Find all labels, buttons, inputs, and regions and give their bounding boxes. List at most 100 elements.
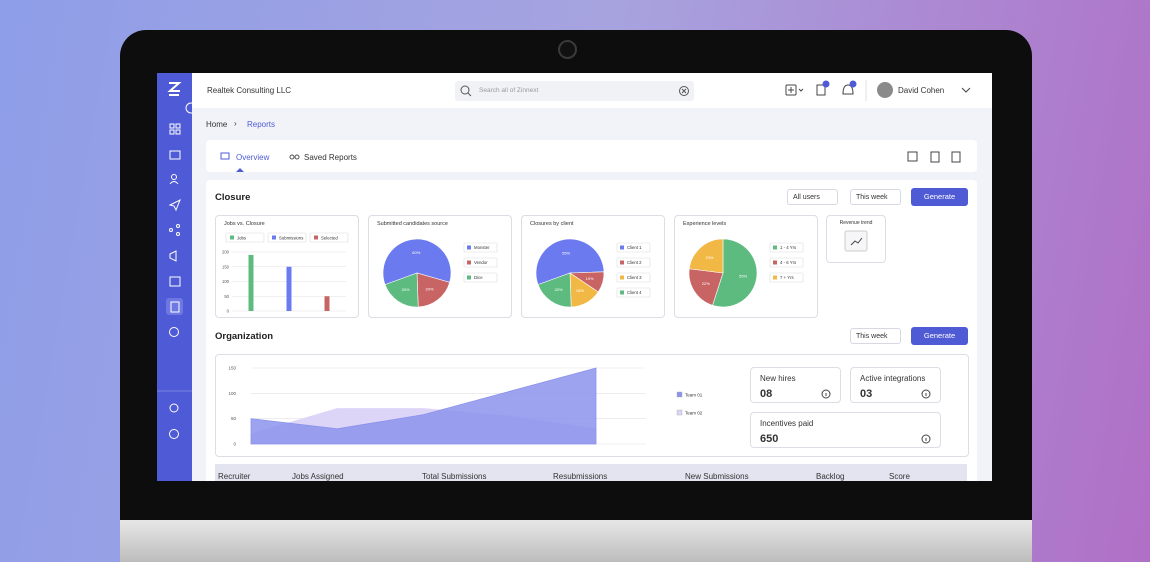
company-name: Realtek Consulting LLC [207,86,292,95]
legend-box [309,232,349,243]
legend-swatch [620,275,624,280]
legend-label: Client 4 [627,290,642,295]
add-button[interactable] [785,84,797,96]
sidebar-icons [157,82,197,439]
nav-campaigns[interactable] [169,250,177,262]
pie-slice [535,238,605,286]
stat-value: 08 [760,388,773,400]
breadcrumb-sep: › [234,119,237,128]
users-filter[interactable]: All users [787,189,838,205]
slice-label: 20% [402,287,410,292]
slice-label: 55% [739,273,747,278]
org-generate[interactable]: Generate [911,327,968,345]
client-card: Closures by client 55% 10% 15% 20% Client 1 Cl… [521,215,665,318]
y-tick-label: 100 [228,391,236,396]
nav-help[interactable] [169,429,179,439]
legend-box [463,242,498,253]
legend-label: 1 - 4 Yrs [780,245,796,250]
pie-slice [537,272,572,308]
user-menu[interactable] [961,87,971,93]
legend-label: Dice [474,275,483,280]
tab-saved-reports[interactable]: Saved Reports [304,153,357,162]
legend-label: Team 02 [685,410,703,415]
area [250,367,597,445]
laptop-base [120,520,1032,562]
nav-jobs[interactable] [169,150,181,160]
download-button[interactable] [951,151,961,163]
legend-swatch [620,260,624,265]
nav-dashboard[interactable] [169,123,175,129]
organization-title: Organization [215,331,274,342]
legend-box [616,242,651,253]
y-tick-label: 150 [222,264,230,269]
nav-billing[interactable] [169,327,179,337]
search-box[interactable]: Search all of Zinnext [455,81,694,101]
sidebar [157,73,197,481]
notifications-button[interactable] [842,84,854,95]
column-header[interactable]: Backlog [816,472,845,481]
tasks-button[interactable] [816,84,826,96]
slice-label: 20% [426,286,434,291]
legend-box [225,232,265,243]
avatar[interactable] [877,82,893,98]
chart-title: Submitted candidates source [377,221,448,227]
slice-label: 10% [586,276,594,281]
revenue-trend-card[interactable]: Revenue trend [826,215,886,263]
chart-title: Experience levels [683,221,726,227]
column-header[interactable]: New Submissions [685,472,749,481]
legend-label: Team 01 [685,392,703,397]
y-tick-label: 100 [222,279,230,284]
legend-swatch [467,245,471,250]
org-period-filter[interactable]: This week [850,328,901,344]
legend-box [616,257,651,268]
column-header[interactable]: Total Submissions [422,472,487,481]
period-filter[interactable]: This week [850,189,901,205]
legend-swatch [773,275,777,280]
legend-swatch [314,235,318,240]
nav-submissions[interactable] [168,198,181,212]
legend-swatch [773,245,777,250]
chart-title: Closures by client [530,221,574,227]
column-header[interactable]: Score [889,472,910,481]
slice-label: 15% [576,288,584,293]
column-header[interactable]: Recruiter [218,472,251,481]
nav-network[interactable] [169,228,173,232]
stat-card: Active integrations 03 [850,367,941,403]
bar [248,254,254,311]
breadcrumb-home[interactable]: Home [206,120,228,129]
tab-overview[interactable]: Overview [236,153,270,162]
export-button[interactable] [907,151,918,162]
slice-label: 55% [562,250,570,255]
logo [167,82,182,96]
closure-generate[interactable]: Generate [911,188,968,206]
legend-label: 7 + Yrs [780,275,794,280]
legend-label: Client 3 [627,275,642,280]
revenue-trend-title: Revenue trend [840,220,873,226]
legend-label: Client 1 [627,245,642,250]
pie-slice [688,238,724,274]
screen: Realtek Consulting LLC Search all of Zin… [157,73,992,481]
legend-swatch [676,409,683,416]
y-tick-label: 50 [224,294,229,299]
slice-label: 22% [702,281,710,286]
schedule-button[interactable] [930,151,940,163]
column-header[interactable]: Jobs Assigned [292,472,344,481]
bar [324,296,330,311]
nav-reports[interactable] [170,301,180,313]
legend-swatch [620,245,624,250]
org-card: 0 50 100 150 Team 01 Team 02 New hires 08 Acti… [215,354,969,457]
legend-box [769,257,804,268]
nav-candidates[interactable] [171,174,177,180]
stat-value: 03 [860,388,873,400]
nav-calendar[interactable] [169,276,181,287]
column-header[interactable]: Resubmissions [553,472,608,481]
stat-card: New hires 08 [750,367,841,403]
legend-label: Vendor [474,260,488,265]
y-tick-label: 200 [222,250,230,255]
team-area-chart: 0 50 100 150 Team 01 Team 02 [228,366,703,447]
legend-label: Monster [474,245,490,250]
stat-label: Active integrations [860,374,926,383]
experience-card: Experience levels 55% 22% 23% 1 - 4 Yrs 4 - 6… [674,215,818,318]
nav-settings[interactable] [169,403,179,413]
